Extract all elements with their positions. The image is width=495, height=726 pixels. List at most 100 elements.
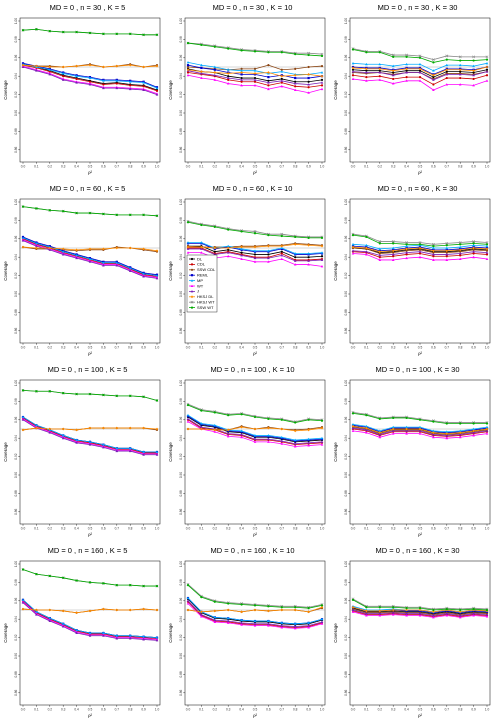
point-ssw-wt [129, 394, 132, 397]
series-mp [186, 241, 324, 255]
y-tick-label: 1.00 [344, 561, 348, 567]
x-tick-label: 0.2 [213, 165, 218, 169]
point-hksj-dl [418, 246, 422, 250]
point-j [472, 73, 475, 77]
x-tick-label: 0.4 [239, 527, 244, 531]
point-hksj-dl [186, 427, 190, 431]
point-wt [458, 257, 462, 261]
point-mp [88, 440, 92, 443]
point-hksj-dl [267, 609, 270, 613]
point-ssw-cdl [253, 67, 257, 70]
point-hksj-dl [293, 429, 297, 433]
x-tick-label: 0.1 [364, 708, 369, 712]
point-dl [253, 253, 257, 256]
x-tick-label: 0.6 [266, 527, 271, 531]
y-axis-label: Coverage [3, 623, 8, 643]
point-hksj-dl [351, 424, 355, 428]
point-dl [365, 69, 368, 72]
x-tick-label: 1.0 [485, 346, 490, 350]
series-reml [21, 235, 159, 276]
y-tick-label: 0.96 [344, 416, 348, 422]
point-hksj-dl [432, 431, 435, 435]
x-tick-label: 0.5 [88, 708, 93, 712]
y-tick-label: 1.00 [14, 199, 18, 205]
point-legend-dl [190, 257, 194, 261]
x-tick-label: 0.8 [293, 708, 298, 712]
point-ssw-wt [432, 61, 435, 64]
point-mp [200, 63, 203, 67]
point-mp [445, 246, 449, 249]
series-wt [186, 602, 324, 630]
point-j [142, 638, 145, 641]
x-tick-label: 0.9 [471, 346, 476, 350]
point-wt [226, 82, 230, 85]
point-hksj-dl [320, 244, 324, 248]
point-hksj-dl [21, 607, 25, 611]
point-ssw-wt [129, 32, 132, 35]
x-axis-label: ρ² [88, 713, 93, 718]
series-cdl [351, 74, 489, 86]
y-tick-label: 0.92 [179, 453, 183, 459]
point-j [21, 65, 25, 68]
point-ssw-wt [294, 235, 297, 239]
point-mp [351, 242, 355, 246]
chart-panel: MD = 0 , n = 160 , K = 5 0.86 0.88 0.90 0.92… [0, 543, 165, 724]
point-j [75, 256, 78, 260]
point-j [240, 253, 243, 257]
point-j [293, 625, 297, 628]
point-cdl [432, 255, 435, 258]
point-ssw-wt [432, 245, 435, 248]
point-hksj-dl [48, 608, 52, 612]
series-mp [21, 236, 159, 277]
point-ssw-wt [227, 414, 230, 417]
point-hksj-wt [472, 240, 476, 243]
point-mp [253, 249, 257, 252]
point-j [115, 449, 119, 453]
series-line [187, 583, 323, 608]
y-tick-label: 0.86 [14, 146, 18, 152]
y-tick-label: 0.94 [14, 73, 18, 79]
point-ssw-wt [240, 49, 243, 52]
series-line [22, 206, 158, 217]
point-cdl [392, 255, 395, 258]
x-tick-label: 1.0 [155, 708, 160, 712]
point-j [445, 72, 449, 76]
point-ssw-wt [200, 409, 203, 412]
point-wt [472, 614, 475, 617]
point-cdl [142, 85, 145, 88]
point-j [485, 613, 489, 616]
point-hksj-dl [213, 428, 217, 432]
point-hksj-dl [458, 248, 462, 252]
point-wt [226, 434, 230, 438]
point-ssw-wt [35, 573, 38, 576]
point-wt [378, 614, 382, 617]
point-mp [35, 242, 38, 245]
y-tick-label: 0.94 [179, 616, 183, 622]
x-tick-label: 0.5 [88, 346, 93, 350]
point-mp [35, 423, 38, 427]
series-line [22, 569, 157, 587]
x-axis-label: ρ² [418, 351, 423, 356]
point-j [200, 247, 203, 250]
point-hksj-wt [472, 55, 476, 59]
point-j [445, 434, 449, 437]
y-axis-label: Coverage [168, 442, 173, 462]
point-ssw-wt [155, 214, 159, 217]
point-ssw-wt [280, 418, 283, 421]
point-ssw-wt [142, 33, 145, 36]
panel-title: MD = 0 , n = 160 , K = 10 [210, 546, 294, 555]
point-wt [307, 626, 310, 629]
point-reml [307, 76, 310, 80]
point-ssw-wt [378, 242, 381, 245]
point-j [472, 250, 475, 253]
x-tick-label: 0.6 [431, 708, 436, 712]
x-tick-label: 0.4 [239, 708, 244, 712]
x-tick-label: 0.0 [186, 527, 191, 531]
x-tick-label: 0.9 [306, 527, 311, 531]
series-cdl [21, 64, 159, 93]
point-ssw-cdl [459, 250, 462, 253]
series-hksj-wt [351, 411, 489, 424]
point-ssw-cdl [267, 64, 270, 67]
point-wt [293, 88, 297, 91]
